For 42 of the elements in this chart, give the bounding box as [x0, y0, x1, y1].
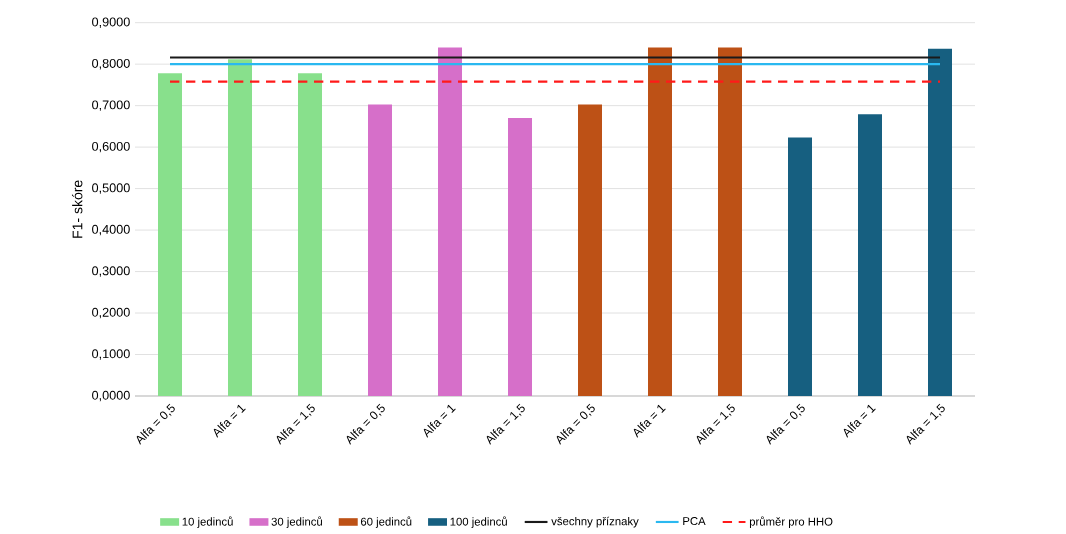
- legend-label: všechny příznaky: [551, 516, 639, 528]
- bar: [438, 47, 463, 396]
- bar: [578, 104, 602, 396]
- bar: [928, 48, 952, 396]
- bar: [648, 47, 672, 396]
- bar: [158, 73, 183, 396]
- bar: [228, 59, 253, 396]
- legend-label: průměr pro HHO: [749, 516, 833, 528]
- legend-label: 10 jedinců: [182, 516, 233, 528]
- bar: [368, 104, 393, 396]
- bar: [858, 114, 882, 396]
- y-tick-label: 0,5000: [92, 183, 130, 194]
- x-tick-label: Alfa = 1: [423, 404, 456, 438]
- x-tick-label: Alfa = 0,5: [556, 403, 595, 445]
- y-tick-label: 0,9000: [92, 17, 130, 28]
- y-axis-title: F1- skóre: [71, 180, 83, 238]
- x-tick-label: Alfa = 0,5: [766, 403, 805, 445]
- bar: [298, 73, 323, 396]
- legend-label: 30 jedinců: [271, 516, 322, 528]
- x-tick-label: Alfa = 1: [633, 404, 666, 438]
- legend-label: PCA: [683, 517, 706, 526]
- y-tick-label: 0,2000: [92, 307, 130, 319]
- bar: [718, 47, 742, 396]
- y-tick-label: 0,0000: [92, 390, 130, 402]
- x-tick-label: Alfa = 1: [213, 404, 246, 438]
- y-tick-label: 0,1000: [92, 349, 130, 360]
- x-tick-label: Alfa = 1,5: [276, 403, 315, 445]
- x-tick-label: Alfa = 1: [843, 404, 876, 438]
- y-tick-label: 0,7000: [92, 100, 130, 111]
- y-tick-label: 0,8000: [92, 58, 130, 70]
- y-tick-label: 0,4000: [92, 224, 130, 236]
- y-tick-label: 0,6000: [92, 141, 130, 153]
- x-tick-label: Alfa = 1,5: [906, 403, 945, 445]
- x-tick-label: Alfa = 1,5: [486, 403, 525, 445]
- x-tick-label: Alfa = 0,5: [136, 403, 175, 445]
- x-tick-label: Alfa = 1,5: [696, 403, 735, 445]
- bar: [508, 118, 533, 396]
- bar: [788, 137, 812, 396]
- legend-label: 60 jedinců: [360, 516, 412, 528]
- y-tick-label: 0,3000: [92, 266, 130, 277]
- legend-label: 100 jedinců: [450, 516, 507, 528]
- x-tick-label: Alfa = 0,5: [346, 403, 385, 445]
